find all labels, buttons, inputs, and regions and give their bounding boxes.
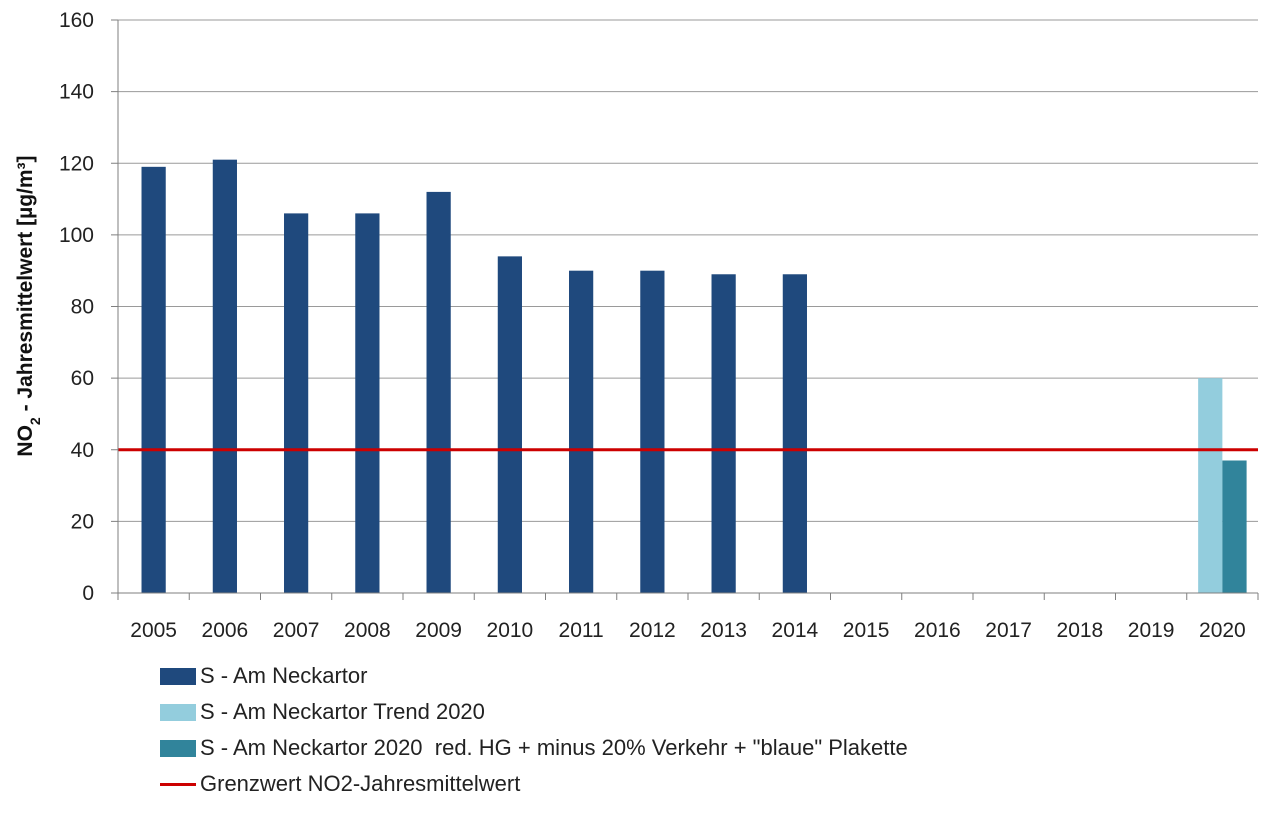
y-axis-title-main: NO	[14, 425, 37, 457]
bar-series-0-2008	[355, 213, 380, 593]
legend-label-measures-2020: S - Am Neckartor 2020 red. HG + minus 20…	[200, 735, 908, 760]
x-tick-labels: 2005 2006 2007 2008 2009 2010 2011 2012 2013 2014…	[130, 619, 1245, 642]
y-tick-label: 0	[82, 582, 94, 605]
bar-series-2-2020	[1222, 460, 1247, 593]
x-tick-label: 2009	[415, 619, 462, 642]
bar-series-0-2007	[284, 213, 309, 593]
x-tick-label: 2020	[1199, 619, 1246, 642]
bar-series-0-2009	[426, 191, 451, 593]
x-tick-label: 2010	[487, 619, 534, 642]
x-tick-label: 2005	[130, 619, 177, 642]
x-tick-label: 2018	[1057, 619, 1104, 642]
x-tick-label: 2015	[843, 619, 890, 642]
x-tick-label: 2017	[985, 619, 1032, 642]
legend: S - Am Neckartor S - Am Neckartor Trend …	[160, 658, 908, 802]
legend-swatch-grenzwert	[160, 782, 196, 786]
legend-label-neckartor: S - Am Neckartor	[200, 663, 368, 688]
legend-item-measures-2020: S - Am Neckartor 2020 red. HG + minus 20…	[160, 730, 908, 766]
y-tick-label: 100	[59, 224, 94, 247]
y-tick-label: 120	[59, 152, 94, 175]
y-tick-label: 20	[71, 510, 94, 533]
y-tick-label: 40	[71, 439, 94, 462]
y-tick-label: 140	[59, 81, 94, 104]
y-tick-label: 160	[59, 9, 94, 32]
x-tick-label: 2014	[772, 619, 819, 642]
y-axis-title-subscript: 2	[27, 417, 43, 425]
x-tick-label: 2008	[344, 619, 391, 642]
y-axis-title: NO2 - Jahresmittelwert [µg/m³]	[14, 155, 43, 456]
bar-series-0-2006	[212, 159, 237, 593]
bar-series-0-2013	[711, 274, 736, 593]
bar-series-0-2012	[640, 270, 665, 593]
legend-item-grenzwert: Grenzwert NO2-Jahresmittelwert	[160, 766, 908, 802]
legend-item-trend-2020: S - Am Neckartor Trend 2020	[160, 694, 908, 730]
x-tick-label: 2007	[273, 619, 320, 642]
bar-series-0-2014	[782, 274, 807, 593]
legend-label-trend-2020: S - Am Neckartor Trend 2020	[200, 699, 485, 724]
x-tick-label: 2006	[202, 619, 249, 642]
y-tick-labels: 0 20 40 60 80 100 120 140 160	[59, 9, 94, 605]
y-tick-label: 60	[71, 367, 94, 390]
bars	[141, 159, 1247, 594]
bar-series-0-2011	[569, 270, 594, 593]
bar-series-0-2010	[497, 256, 522, 593]
legend-swatch-neckartor	[160, 667, 196, 685]
x-tick-label: 2011	[559, 619, 604, 642]
legend-label-grenzwert: Grenzwert NO2-Jahresmittelwert	[200, 771, 521, 796]
bar-series-0-2005	[141, 166, 166, 594]
legend-swatch-measures-2020	[160, 739, 196, 757]
x-tick-label: 2016	[914, 619, 961, 642]
x-tick-label: 2019	[1128, 619, 1175, 642]
y-tick-label: 80	[71, 296, 94, 319]
x-tick-label: 2012	[629, 619, 676, 642]
bar-series-1-2020	[1198, 378, 1223, 593]
legend-swatch-trend-2020	[160, 703, 196, 721]
x-tick-label: 2013	[700, 619, 747, 642]
legend-item-neckartor: S - Am Neckartor	[160, 658, 908, 694]
axes	[111, 19, 1259, 600]
y-axis-title-rest: - Jahresmittelwert [µg/m³]	[14, 155, 37, 417]
